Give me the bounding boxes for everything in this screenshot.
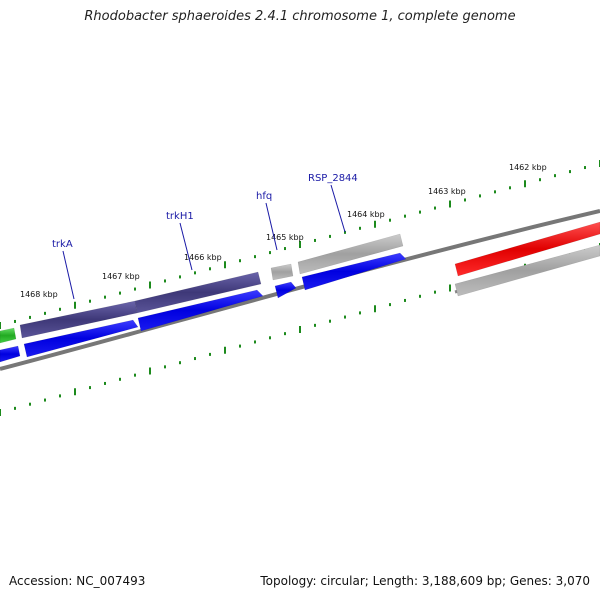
accession-label: Accession: — [9, 574, 73, 588]
labels: 1468 kbp 1467 kbp 1466 kbp 1465 kbp 1464 kbp… — [20, 163, 547, 300]
gene-label-leader — [330, 184, 346, 233]
gene-trkH1 — [134, 271, 262, 314]
kbp-tick-label: 1462 kbp — [509, 163, 547, 172]
cds-arrow — [0, 345, 21, 363]
kbp-tick-label: 1466 kbp — [184, 253, 222, 262]
cds-arrow-trkA — [23, 319, 139, 358]
gene-label-leader — [179, 222, 193, 271]
gene-green — [0, 327, 17, 344]
gene-label-leader — [265, 202, 278, 251]
accession-text: Accession: NC_007493 — [9, 574, 145, 588]
kbp-tick-label: 1467 kbp — [102, 272, 140, 281]
kbp-tick-label: 1464 kbp — [347, 210, 385, 219]
gene-label-leader — [62, 250, 75, 300]
kbp-tick-label: 1463 kbp — [428, 187, 466, 196]
kbp-tick-label: 1465 kbp — [266, 233, 304, 242]
kbp-tick-label: 1468 kbp — [20, 290, 58, 299]
gene-label-RSP_2844: RSP_2844 — [308, 173, 358, 184]
gene-features — [0, 221, 600, 363]
gene-red — [454, 221, 600, 277]
gene-label-trkA: trkA — [52, 239, 73, 250]
gene-RSP_2844 — [297, 233, 404, 275]
gene-gray-right — [454, 244, 600, 297]
cds-arrow-hfq — [274, 281, 297, 299]
gene-hfq — [270, 263, 294, 281]
cds-arrow-trkH1 — [137, 289, 264, 332]
cds-arrow-RSP_2844 — [301, 252, 407, 291]
gene-label-hfq: hfq — [256, 191, 272, 202]
map-title: Rhodobacter sphaeroides 2.4.1 chromosome… — [84, 9, 516, 24]
gene-label-trkH1: trkH1 — [166, 211, 194, 222]
genome-stats: Topology: circular; Length: 3,188,609 bp… — [260, 574, 590, 588]
accession-value: NC_007493 — [76, 574, 146, 588]
